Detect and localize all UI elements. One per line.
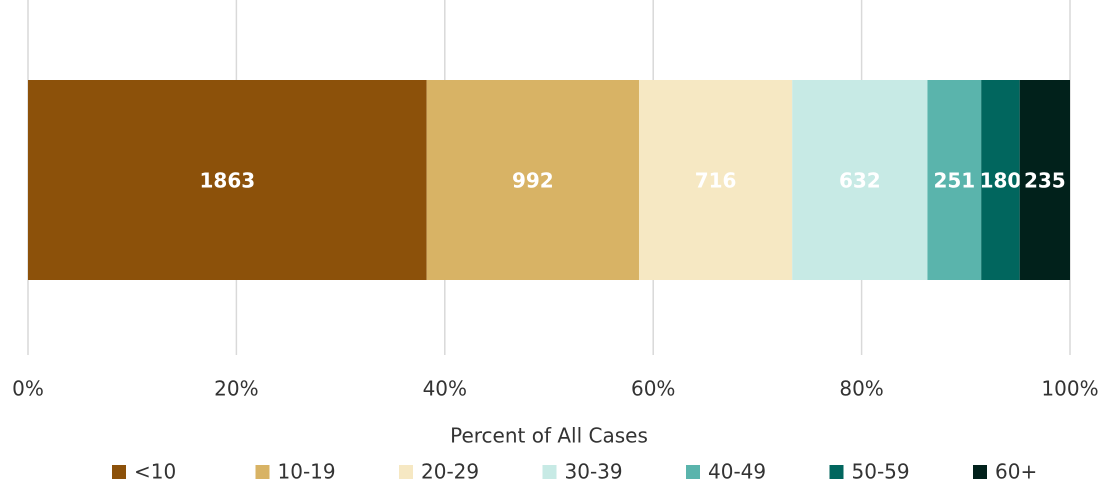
bar-segment (638, 80, 793, 280)
data-label: 251 (933, 169, 975, 193)
legend-swatch (255, 465, 270, 479)
legend-swatch (973, 465, 987, 479)
x-tick-label: 0% (12, 377, 44, 401)
bar-segment (426, 80, 639, 280)
data-label: 180 (980, 169, 1022, 193)
data-label: 235 (1024, 169, 1066, 193)
x-axis-label: Percent of All Cases (450, 424, 648, 448)
data-label: 1863 (200, 169, 256, 193)
x-tick-label: 80% (839, 377, 883, 401)
x-tick-label: 60% (631, 377, 675, 401)
bar-segment (28, 80, 427, 280)
legend-swatch (399, 465, 413, 479)
bar-segment (927, 80, 982, 280)
bar-segment (792, 80, 928, 280)
data-label: 632 (839, 169, 881, 193)
legend-label: <10 (134, 460, 176, 484)
x-tick-label: 40% (423, 377, 467, 401)
legend-swatch (686, 465, 700, 479)
data-label: 992 (512, 169, 554, 193)
legend-swatch (112, 465, 126, 479)
x-tick-label: 20% (214, 377, 258, 401)
legend-swatch (829, 465, 844, 479)
legend-label: 60+ (995, 460, 1037, 484)
legend-label: 10-19 (278, 460, 336, 484)
legend-label: 20-29 (421, 460, 479, 484)
data-label: 716 (695, 169, 737, 193)
x-tick-label: 100% (1041, 377, 1098, 401)
legend-label: 50-59 (852, 460, 910, 484)
bar-segment (1019, 80, 1070, 280)
legend-label: 30-39 (565, 460, 623, 484)
legend-swatch (542, 465, 557, 479)
legend-label: 40-49 (708, 460, 766, 484)
bar-segment (981, 80, 1020, 280)
